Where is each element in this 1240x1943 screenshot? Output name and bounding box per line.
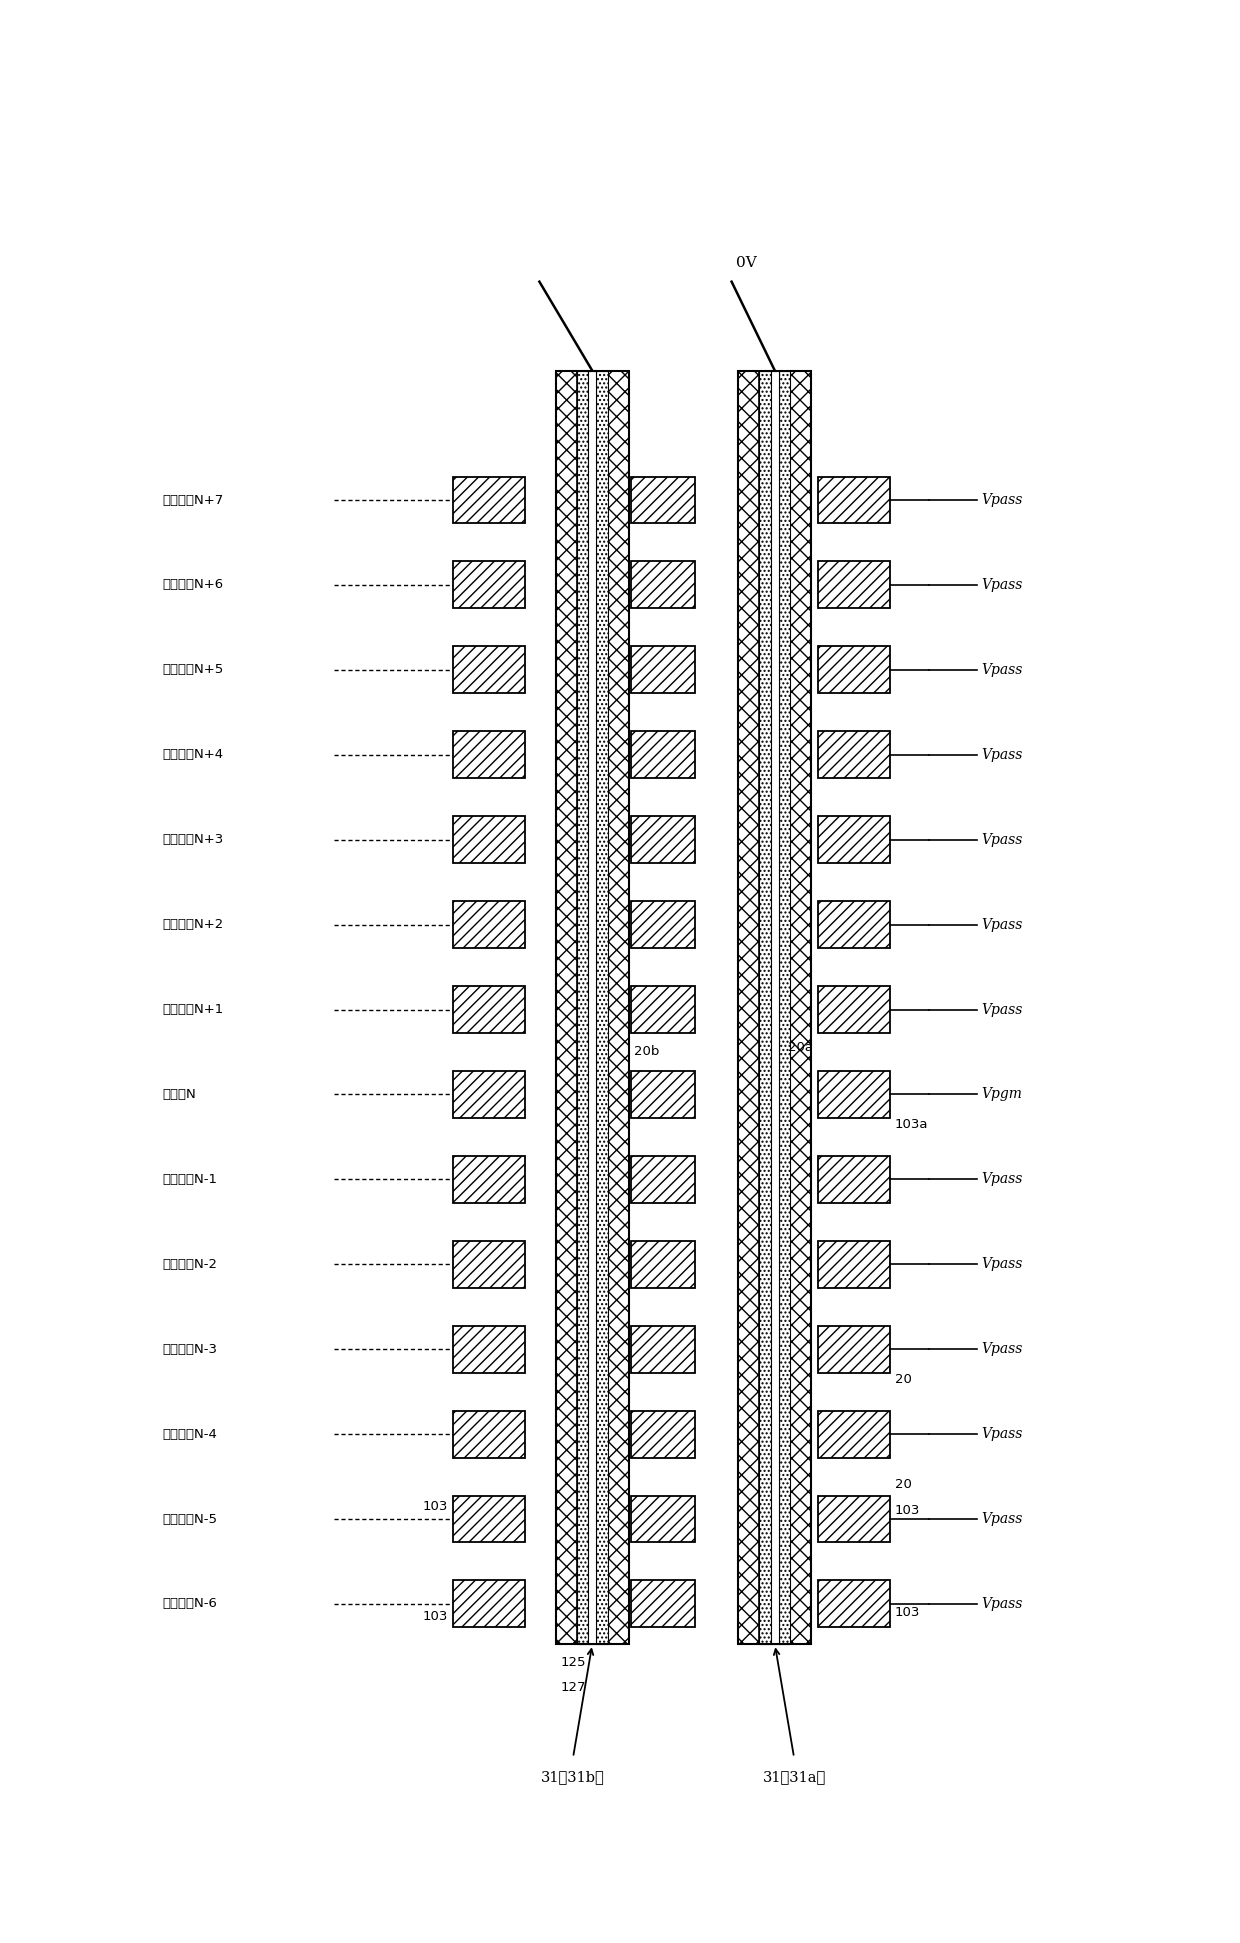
Bar	[453, 1242, 525, 1288]
Bar	[453, 985, 525, 1034]
Text: Vpass: Vpass	[982, 663, 1023, 676]
Bar	[790, 371, 811, 1644]
Bar	[818, 1411, 890, 1457]
Bar	[589, 371, 596, 1644]
Bar	[631, 1580, 696, 1628]
Text: Vpass: Vpass	[982, 834, 1023, 847]
Text: Vpass: Vpass	[982, 1426, 1023, 1442]
Text: Vpass: Vpass	[982, 1343, 1023, 1356]
Text: 非选择层N-5: 非选择层N-5	[162, 1512, 218, 1525]
Bar	[631, 1325, 696, 1372]
Bar	[631, 1071, 696, 1117]
Text: Vpgm: Vpgm	[982, 1088, 1022, 1102]
Bar	[631, 1496, 696, 1543]
Text: Vpass: Vpass	[982, 917, 1023, 931]
Text: 非选择层N+2: 非选择层N+2	[162, 919, 224, 931]
Text: Vpass: Vpass	[982, 1597, 1023, 1611]
Text: 103: 103	[423, 1609, 448, 1622]
Bar	[818, 1071, 890, 1117]
Text: 20a: 20a	[789, 1041, 813, 1055]
Bar	[631, 647, 696, 694]
Text: 非选择层N+1: 非选择层N+1	[162, 1003, 224, 1016]
Text: Vpass: Vpass	[982, 577, 1023, 593]
Bar	[818, 1580, 890, 1628]
Bar	[577, 371, 589, 1644]
Text: 20: 20	[895, 1374, 911, 1385]
Bar	[818, 1325, 890, 1372]
Bar	[818, 902, 890, 948]
Bar	[453, 902, 525, 948]
Text: 20: 20	[895, 1479, 911, 1490]
Bar	[631, 1242, 696, 1288]
Bar	[738, 371, 759, 1644]
Text: 非选择层N-3: 非选择层N-3	[162, 1343, 218, 1356]
Bar	[453, 816, 525, 863]
Text: Vpass: Vpass	[982, 494, 1023, 507]
Bar	[818, 1242, 890, 1288]
Bar	[453, 647, 525, 694]
Text: 20b: 20b	[634, 1045, 658, 1059]
Bar	[818, 647, 890, 694]
Bar	[608, 371, 629, 1644]
Bar	[453, 1071, 525, 1117]
Text: Vpass: Vpass	[982, 1257, 1023, 1271]
Bar	[631, 902, 696, 948]
Bar	[818, 1156, 890, 1203]
Bar	[631, 1411, 696, 1457]
Text: 非选择层N-6: 非选择层N-6	[162, 1597, 217, 1611]
Text: Vpass: Vpass	[982, 1003, 1023, 1016]
Text: 0V: 0V	[735, 256, 756, 270]
Text: 非选择层N+6: 非选择层N+6	[162, 579, 223, 591]
Bar	[631, 562, 696, 608]
Text: 选择层N: 选择层N	[162, 1088, 196, 1102]
Bar	[453, 1411, 525, 1457]
Bar	[631, 1156, 696, 1203]
Bar	[453, 476, 525, 523]
Bar	[818, 985, 890, 1034]
Text: 103a: 103a	[895, 1119, 929, 1131]
Bar	[453, 1325, 525, 1372]
Bar	[771, 371, 779, 1644]
Bar	[759, 371, 771, 1644]
Bar	[556, 371, 629, 1644]
Bar	[631, 476, 696, 523]
Text: Vpass: Vpass	[982, 1172, 1023, 1187]
Text: 125: 125	[560, 1657, 587, 1669]
Bar	[596, 371, 608, 1644]
Bar	[631, 985, 696, 1034]
Bar	[738, 371, 811, 1644]
Bar	[818, 562, 890, 608]
Text: 非选择层N-1: 非选择层N-1	[162, 1174, 218, 1185]
Text: Vpass: Vpass	[982, 748, 1023, 762]
Text: 非选择层N+3: 非选择层N+3	[162, 834, 224, 847]
Text: 非选择层N-2: 非选择层N-2	[162, 1257, 218, 1271]
Text: 127: 127	[560, 1681, 587, 1694]
Bar	[556, 371, 577, 1644]
Bar	[631, 731, 696, 779]
Bar	[818, 1496, 890, 1543]
Bar	[453, 731, 525, 779]
Bar	[453, 1156, 525, 1203]
Text: 非选择层N+5: 非选择层N+5	[162, 663, 224, 676]
Text: 103: 103	[895, 1504, 920, 1517]
Bar	[453, 1496, 525, 1543]
Bar	[818, 476, 890, 523]
Text: 非选择层N+7: 非选择层N+7	[162, 494, 224, 507]
Bar	[818, 816, 890, 863]
Text: Vpass: Vpass	[982, 1512, 1023, 1525]
Bar	[631, 816, 696, 863]
Text: 非选择层N-4: 非选择层N-4	[162, 1428, 217, 1440]
Text: 31（31b）: 31（31b）	[541, 1770, 605, 1784]
Text: 103: 103	[423, 1500, 448, 1514]
Text: 非选择层N+4: 非选择层N+4	[162, 748, 223, 762]
Bar	[453, 1580, 525, 1628]
Bar	[818, 731, 890, 779]
Text: 31（31a）: 31（31a）	[763, 1770, 826, 1784]
Bar	[453, 562, 525, 608]
Text: 103: 103	[895, 1605, 920, 1619]
Bar	[779, 371, 790, 1644]
